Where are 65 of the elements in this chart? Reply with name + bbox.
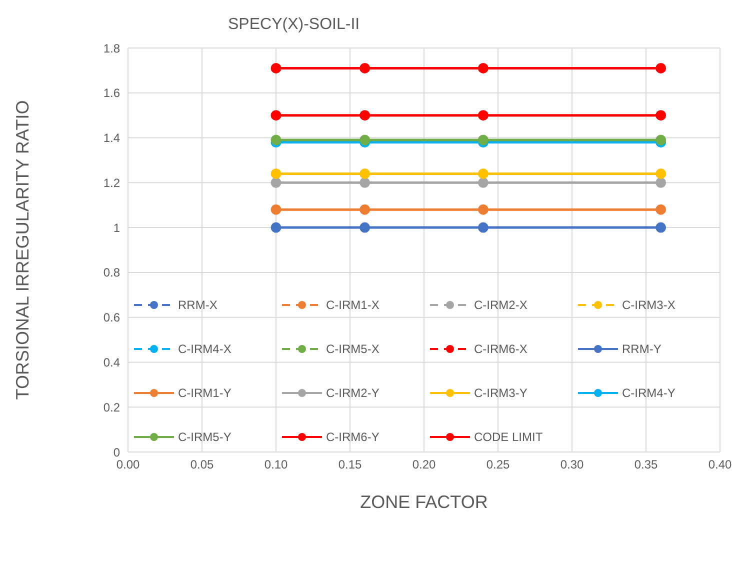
- point: [478, 168, 488, 179]
- x-tick-label: 0.00: [116, 458, 140, 472]
- point: [360, 62, 370, 74]
- point: [478, 110, 488, 121]
- legend-label: C-IRM3-Y: [474, 386, 528, 400]
- point: [360, 110, 370, 121]
- legend-label: C-IRM4-Y: [622, 386, 676, 400]
- point: [360, 222, 370, 233]
- point: [478, 222, 488, 233]
- x-tick-label: 0.10: [264, 458, 288, 472]
- legend-label: C-IRM2-Y: [326, 386, 380, 400]
- x-tick-label: 0.05: [190, 458, 214, 472]
- point: [360, 177, 370, 188]
- y-tick-label: 0.4: [103, 355, 120, 370]
- legend-label: C-IRM5-Y: [178, 430, 232, 444]
- x-tick-label: 0.25: [486, 458, 510, 472]
- legend-label: CODE LIMIT: [474, 430, 543, 444]
- legend-label: C-IRM5-X: [326, 342, 380, 356]
- x-tick-label: 0.15: [338, 458, 362, 472]
- legend-label: C-IRM6-Y: [326, 430, 380, 444]
- point: [270, 134, 282, 146]
- x-tick-label: 0.35: [634, 458, 658, 472]
- y-tick-label: 1: [113, 220, 120, 235]
- point: [656, 168, 666, 179]
- legend-label: RRM-X: [178, 298, 218, 312]
- legend-label: C-IRM6-X: [474, 342, 528, 356]
- x-tick-label: 0.30: [560, 458, 584, 472]
- y-tick-label: 1.6: [103, 86, 120, 100]
- point: [656, 110, 666, 121]
- y-tick-label: 0.8: [103, 266, 120, 280]
- x-tick-label: 0.20: [412, 458, 436, 472]
- chart-title: SPECY(X)-SOIL-II: [228, 16, 360, 34]
- point: [478, 134, 488, 146]
- y-tick-label: 0.2: [103, 400, 120, 414]
- y-tick-label: 1.2: [103, 176, 120, 190]
- point: [478, 177, 488, 188]
- legend-label: C-IRM2-X: [474, 298, 528, 312]
- point: [270, 222, 282, 233]
- point: [656, 177, 666, 188]
- point: [656, 204, 666, 215]
- point: [270, 168, 282, 179]
- y-tick-label: 1.8: [103, 41, 120, 56]
- legend-label: C-IRM3-X: [622, 298, 676, 312]
- point: [656, 62, 666, 74]
- point: [270, 62, 282, 74]
- point: [270, 110, 282, 121]
- legend-label: C-IRM1-X: [326, 298, 380, 312]
- point: [656, 134, 666, 146]
- point: [478, 204, 488, 215]
- x-tick-label: 0.40: [708, 458, 732, 472]
- point: [478, 62, 488, 74]
- y-tick-label: 0.6: [103, 310, 120, 325]
- point: [360, 204, 370, 215]
- legend-label: C-IRM4-X: [178, 342, 232, 356]
- legend-label: RRM-Y: [622, 342, 662, 356]
- legend-label: C-IRM1-Y: [178, 386, 232, 400]
- x-axis-title: ZONE FACTOR: [360, 492, 488, 512]
- y-axis-title: TORSIONAL IRREGULARITY RATIO: [12, 100, 32, 400]
- point: [270, 177, 282, 188]
- y-tick-label: 1.4: [103, 131, 120, 146]
- point: [360, 134, 370, 146]
- y-tick-label: 0: [113, 445, 120, 460]
- point: [270, 204, 282, 215]
- point: [656, 222, 666, 233]
- point: [360, 168, 370, 179]
